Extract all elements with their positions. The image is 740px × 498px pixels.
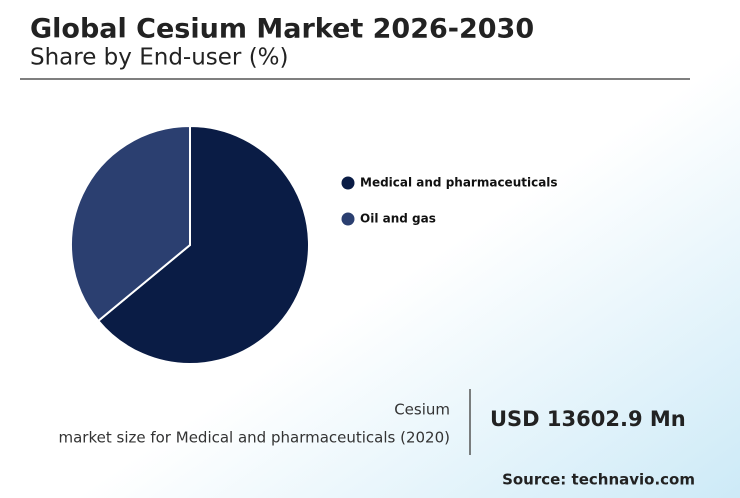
chart-title: Global Cesium Market 2026-2030 <box>30 14 534 45</box>
stat-label: market size for Medical and pharmaceutic… <box>59 429 451 447</box>
legend-label: Oil and gas <box>360 212 436 226</box>
legend-swatch <box>341 176 355 190</box>
stat-label: Cesium <box>394 401 450 419</box>
chart-subtitle: Share by End-user (%) <box>30 45 289 71</box>
legend-label: Medical and pharmaceuticals <box>360 176 558 190</box>
pie-slice <box>96 124 310 365</box>
pie-slice <box>70 124 191 323</box>
legend-swatch <box>341 212 355 226</box>
source: Source: technavio.com <box>502 471 695 489</box>
stat-value: USD 13602.9 Mn <box>490 407 686 431</box>
